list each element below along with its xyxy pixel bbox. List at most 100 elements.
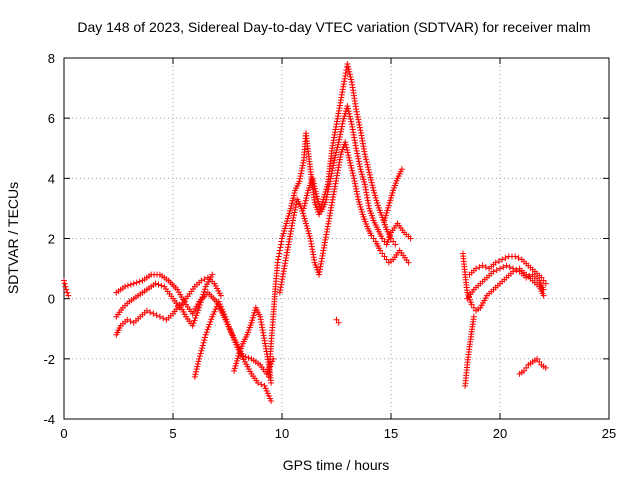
- data-point: [268, 397, 275, 404]
- y-tick-label: 0: [48, 292, 55, 307]
- data-point: [303, 222, 310, 229]
- data-point: [510, 265, 517, 272]
- data-point: [122, 283, 129, 290]
- data-point: [289, 197, 296, 204]
- data-point: [298, 170, 305, 177]
- data-point: [143, 307, 150, 314]
- data-point: [479, 262, 486, 269]
- data-point: [292, 204, 299, 211]
- data-point: [497, 265, 503, 272]
- data-point: [346, 113, 353, 120]
- data-point: [231, 336, 238, 343]
- data-point: [283, 220, 290, 227]
- data-point: [377, 247, 384, 254]
- data-point: [329, 167, 336, 174]
- data-point: [234, 344, 241, 351]
- data-point: [192, 315, 199, 322]
- data-point: [339, 120, 346, 127]
- data-point: [292, 206, 299, 213]
- data-point: [370, 187, 377, 194]
- data-point: [276, 247, 283, 254]
- data-point: [345, 63, 352, 70]
- data-point: [316, 203, 323, 210]
- data-point: [196, 353, 203, 360]
- data-point: [133, 279, 140, 286]
- data-point: [315, 198, 322, 205]
- data-point: [357, 166, 364, 173]
- data-point: [362, 153, 369, 160]
- data-point: [249, 314, 256, 321]
- data-point: [228, 331, 235, 338]
- data-point: [234, 355, 241, 362]
- data-point: [366, 169, 373, 176]
- data-point: [340, 115, 347, 122]
- data-point: [337, 128, 344, 135]
- data-point: [290, 212, 297, 219]
- data-point: [248, 319, 255, 326]
- data-point: [354, 153, 361, 160]
- data-point: [520, 367, 527, 374]
- data-point: [304, 189, 311, 196]
- data-point: [290, 195, 297, 202]
- data-point: [160, 315, 167, 322]
- data-point: [215, 298, 222, 305]
- data-point: [355, 158, 362, 165]
- data-point: [499, 256, 506, 263]
- data-point: [251, 309, 258, 316]
- data-point: [386, 199, 393, 206]
- data-point: [361, 151, 368, 158]
- data-point: [258, 381, 265, 388]
- data-point: [383, 256, 390, 263]
- data-point: [275, 256, 282, 263]
- data-point: [274, 259, 281, 266]
- data-point: [358, 206, 365, 213]
- data-point: [65, 292, 72, 299]
- data-point: [302, 217, 309, 224]
- y-tick-label: 8: [48, 51, 55, 66]
- data-point: [351, 177, 358, 184]
- data-point: [540, 292, 547, 299]
- data-point: [64, 289, 71, 296]
- data-point: [355, 116, 362, 123]
- data-point: [349, 167, 356, 174]
- data-point: [303, 192, 310, 199]
- x-tick-label: 5: [169, 426, 176, 441]
- data-point: [279, 232, 286, 239]
- data-point: [216, 301, 223, 308]
- data-point: [193, 368, 200, 375]
- data-point: [147, 309, 154, 316]
- data-point: [405, 259, 412, 266]
- data-point: [222, 313, 229, 320]
- data-point: [366, 171, 373, 178]
- data-point: [356, 121, 363, 128]
- data-point: [285, 212, 292, 219]
- data-point: [398, 166, 405, 173]
- data-point: [331, 154, 338, 161]
- data-point: [233, 341, 240, 348]
- data-point: [512, 253, 519, 260]
- data-point: [249, 317, 256, 324]
- data-point: [202, 331, 209, 338]
- data-point: [372, 194, 379, 201]
- data-point: [354, 193, 361, 200]
- data-point: [191, 373, 198, 380]
- data-point: [335, 319, 342, 326]
- data-point: [193, 312, 200, 319]
- data-point: [62, 283, 69, 290]
- data-point: [358, 208, 365, 215]
- data-point: [296, 178, 303, 185]
- data-point: [291, 189, 298, 196]
- x-tick-label: 10: [275, 426, 289, 441]
- data-point: [369, 184, 376, 191]
- data-point: [346, 110, 353, 117]
- data-point: [364, 161, 371, 168]
- data-point: [342, 141, 349, 148]
- data-point: [338, 126, 345, 133]
- data-point: [314, 195, 321, 202]
- data-point: [205, 324, 212, 331]
- data-point: [189, 322, 196, 329]
- data-point: [231, 367, 238, 374]
- data-point: [206, 321, 213, 328]
- data-point: [217, 292, 224, 299]
- data-point: [199, 342, 206, 349]
